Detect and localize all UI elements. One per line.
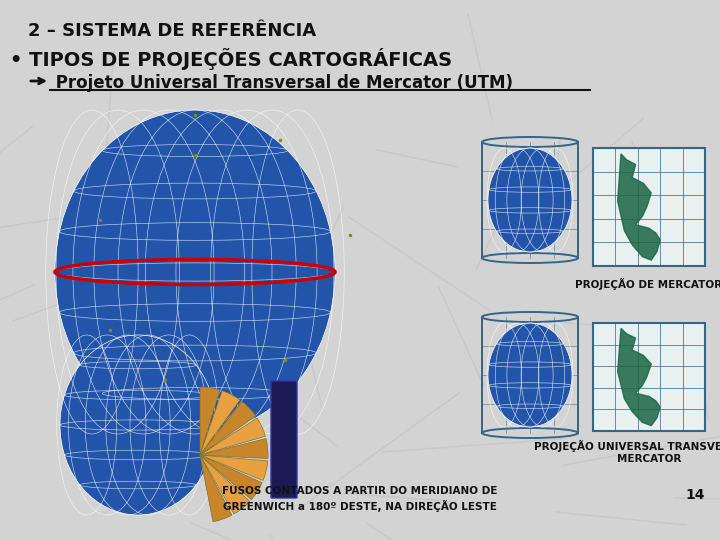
- Wedge shape: [200, 455, 232, 522]
- Wedge shape: [200, 438, 268, 458]
- Polygon shape: [618, 154, 660, 260]
- Ellipse shape: [55, 110, 335, 434]
- Bar: [593, 148, 705, 266]
- Wedge shape: [200, 455, 250, 514]
- Text: PROJEÇÃO UNIVERSAL TRANSVERSA DE
MERCATOR: PROJEÇÃO UNIVERSAL TRANSVERSA DE MERCATO…: [534, 440, 720, 464]
- Wedge shape: [200, 455, 262, 500]
- Text: 2 – SISTEMA DE REFERÊNCIA: 2 – SISTEMA DE REFERÊNCIA: [28, 22, 316, 40]
- Text: Projeto Universal Transversal de Mercator (UTM): Projeto Universal Transversal de Mercato…: [50, 74, 513, 92]
- Wedge shape: [200, 401, 256, 455]
- Ellipse shape: [488, 148, 572, 252]
- Text: • TIPOS DE PROJEÇÕES CARTOGRÁFICAS: • TIPOS DE PROJEÇÕES CARTOGRÁFICAS: [10, 48, 452, 70]
- Wedge shape: [200, 418, 266, 455]
- Text: FUSOS CONTADOS A PARTIR DO MERIDIANO DE: FUSOS CONTADOS A PARTIR DO MERIDIANO DE: [222, 486, 498, 496]
- Polygon shape: [618, 328, 660, 426]
- Wedge shape: [200, 455, 268, 481]
- Text: 14: 14: [685, 488, 705, 502]
- Ellipse shape: [60, 335, 216, 515]
- Ellipse shape: [488, 323, 572, 427]
- Wedge shape: [200, 387, 220, 455]
- Bar: [593, 323, 705, 431]
- Text: GREENWICH a 180º DESTE, NA DIREÇÃO LESTE: GREENWICH a 180º DESTE, NA DIREÇÃO LESTE: [223, 500, 497, 512]
- Text: PROJEÇÃO DE MERCATOR: PROJEÇÃO DE MERCATOR: [575, 278, 720, 290]
- Wedge shape: [200, 391, 240, 455]
- FancyBboxPatch shape: [271, 381, 297, 498]
